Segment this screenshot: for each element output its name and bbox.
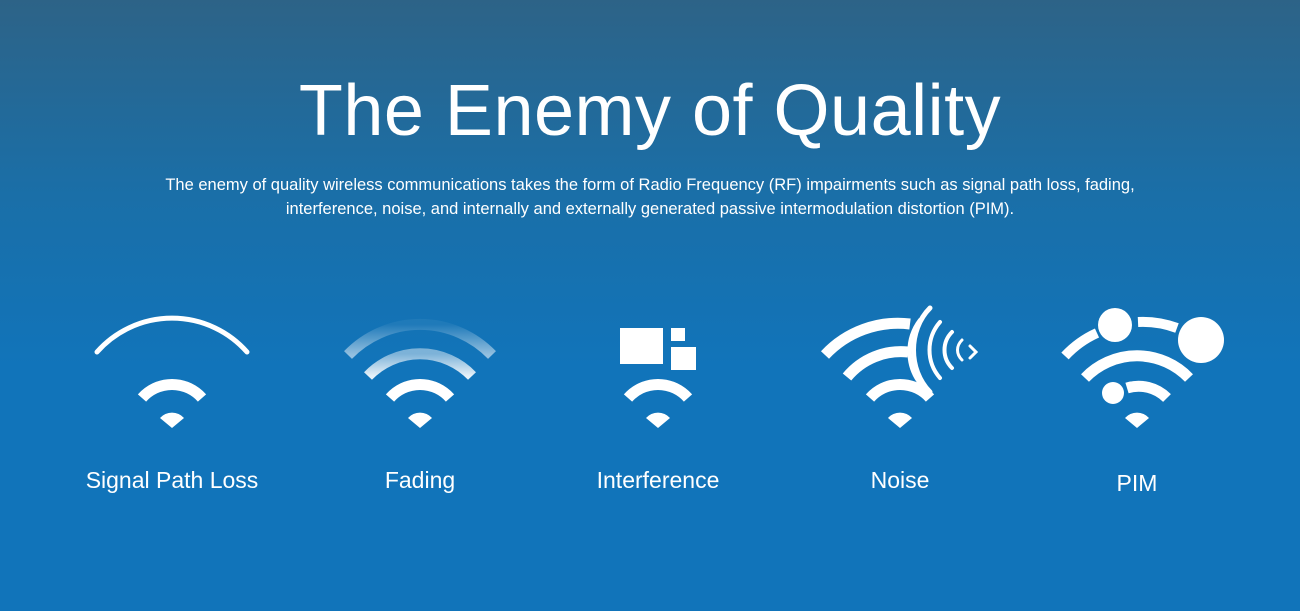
impairment-label: Noise bbox=[870, 467, 930, 493]
interference-icon bbox=[620, 328, 696, 428]
page-description: The enemy of quality wireless communicat… bbox=[165, 176, 1135, 218]
pim-icon bbox=[1061, 308, 1224, 428]
noise-icon bbox=[820, 305, 979, 428]
fading-icon bbox=[344, 318, 496, 428]
impairment-label: Fading bbox=[384, 467, 456, 493]
impairment-label: Signal Path Loss bbox=[85, 467, 259, 493]
signal-path-loss-icon bbox=[94, 315, 250, 428]
page-title: The Enemy of Quality bbox=[298, 71, 1002, 151]
impairment-label: Interference bbox=[596, 467, 720, 493]
impairment-label: PIM bbox=[1116, 470, 1158, 496]
